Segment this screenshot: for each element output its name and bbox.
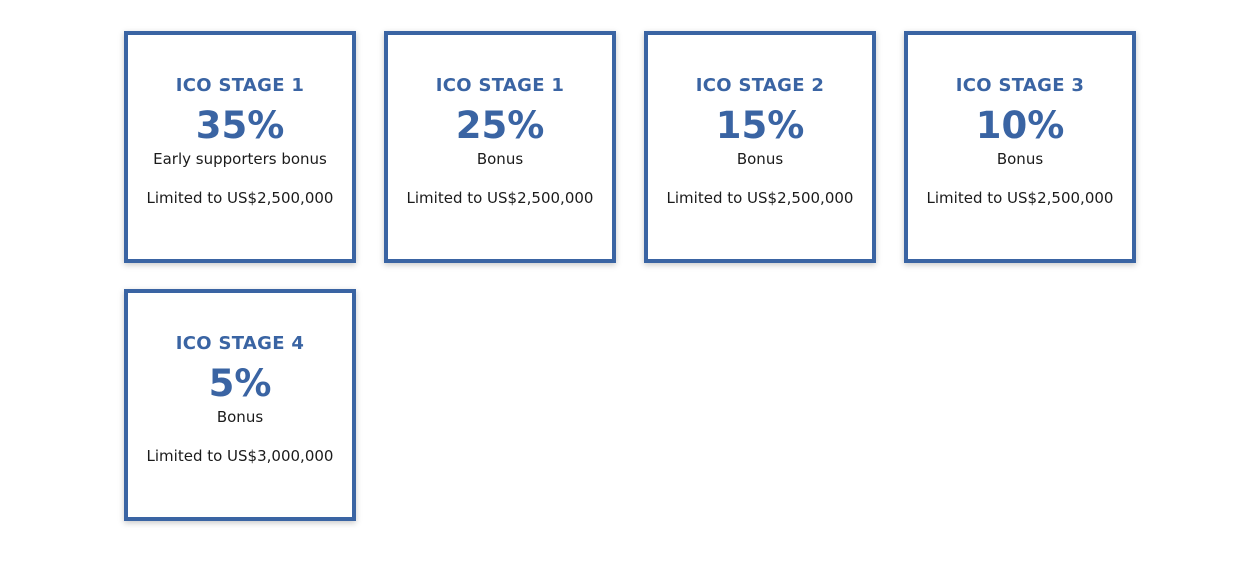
ico-stage-card: ICO STAGE 1 35% Early supporters bonus L… bbox=[124, 31, 356, 263]
stage-title: ICO STAGE 4 bbox=[175, 333, 305, 354]
ico-stage-card: ICO STAGE 4 5% Bonus Limited to US$3,000… bbox=[124, 289, 356, 521]
ico-stage-card: ICO STAGE 1 25% Bonus Limited to US$2,50… bbox=[384, 31, 616, 263]
stage-title: ICO STAGE 1 bbox=[175, 75, 305, 96]
bonus-percent: 35% bbox=[195, 104, 285, 147]
bonus-percent: 15% bbox=[715, 104, 805, 147]
bonus-label: Bonus bbox=[476, 150, 524, 168]
bonus-label: Early supporters bonus bbox=[153, 150, 327, 168]
bonus-label: Bonus bbox=[216, 408, 264, 426]
stage-title: ICO STAGE 1 bbox=[435, 75, 565, 96]
bonus-percent: 25% bbox=[455, 104, 545, 147]
limit-text: Limited to US$2,500,000 bbox=[926, 189, 1114, 207]
limit-text: Limited to US$2,500,000 bbox=[146, 189, 334, 207]
bonus-label: Bonus bbox=[736, 150, 784, 168]
ico-stage-card: ICO STAGE 2 15% Bonus Limited to US$2,50… bbox=[644, 31, 876, 263]
stage-title: ICO STAGE 2 bbox=[695, 75, 825, 96]
limit-text: Limited to US$2,500,000 bbox=[666, 189, 854, 207]
limit-text: Limited to US$2,500,000 bbox=[406, 189, 594, 207]
limit-text: Limited to US$3,000,000 bbox=[146, 447, 334, 465]
ico-stage-card: ICO STAGE 3 10% Bonus Limited to US$2,50… bbox=[904, 31, 1136, 263]
stage-title: ICO STAGE 3 bbox=[955, 75, 1085, 96]
bonus-percent: 10% bbox=[975, 104, 1065, 147]
bonus-label: Bonus bbox=[996, 150, 1044, 168]
bonus-percent: 5% bbox=[208, 362, 272, 405]
